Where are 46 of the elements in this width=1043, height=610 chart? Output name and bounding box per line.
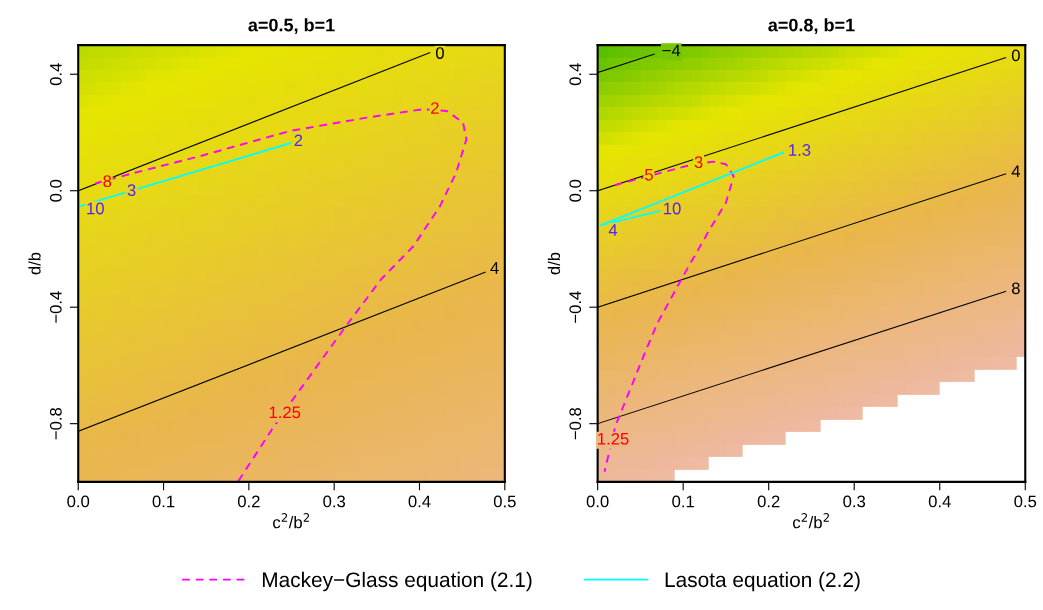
y-tick-label: −0.8 — [569, 407, 582, 440]
x-tick-label: 0.1 — [152, 495, 175, 508]
annotation: 1.25 — [269, 406, 301, 419]
annotation: 2 — [294, 134, 303, 147]
annotation: 0 — [435, 47, 444, 59]
annotation: 3 — [694, 156, 703, 169]
x-axis-title: c$^{2}$/b$^{2}$ — [793, 513, 829, 529]
x-tick-label: 0.5 — [493, 495, 516, 508]
y-tick-label: 0.4 — [569, 63, 582, 86]
annotation: 5 — [644, 169, 653, 181]
annotation: 0 — [1011, 49, 1020, 62]
annotation: 2 — [431, 102, 439, 114]
x-tick-label: 0.3 — [843, 495, 866, 508]
annotation: 4 — [608, 224, 618, 236]
annotation: 1.25 — [598, 432, 629, 445]
x-tick-label: 0.2 — [757, 495, 780, 508]
x-tick-label: 0.1 — [672, 495, 694, 508]
annotation: 3 — [127, 184, 136, 197]
y-axis-title: d/b — [547, 252, 561, 275]
chart-title: a=0.5, b=1 — [248, 18, 335, 35]
annotation: −4 — [662, 44, 681, 57]
annotation: 8 — [103, 175, 112, 188]
annotation: 1.3 — [789, 144, 811, 156]
x-tick-label: 0.2 — [237, 495, 260, 508]
x-tick-label: 0.4 — [928, 495, 951, 508]
x-axis-title: c$^{2}$/b$^{2}$ — [273, 513, 310, 529]
x-tick-label: 0.0 — [586, 495, 609, 508]
x-tick-label: 0.4 — [408, 495, 431, 508]
y-tick-label: 0.4 — [49, 63, 62, 86]
legend-label: Mackey−Glass equation (2.1) — [262, 571, 532, 592]
y-tick-label: −0.4 — [49, 291, 62, 323]
y-axis-title: d/b — [28, 252, 41, 275]
x-tick-label: 0.0 — [67, 495, 90, 508]
annotation: 4 — [1011, 165, 1021, 177]
annotation: 10 — [87, 202, 104, 215]
y-tick-label: 0.0 — [49, 179, 62, 202]
annotation: 8 — [1011, 282, 1020, 295]
y-tick-label: −0.4 — [569, 291, 582, 323]
annotation: 4 — [490, 262, 499, 274]
chart-title: a=0.8, b=1 — [768, 18, 855, 35]
x-tick-label: 0.3 — [323, 495, 346, 508]
annotation: 10 — [664, 202, 681, 215]
y-tick-label: −0.8 — [49, 407, 62, 440]
x-tick-label: 0.5 — [1014, 495, 1037, 508]
legend-label: Lasota equation (2.2) — [665, 571, 860, 592]
y-tick-label: 0.0 — [569, 179, 582, 202]
